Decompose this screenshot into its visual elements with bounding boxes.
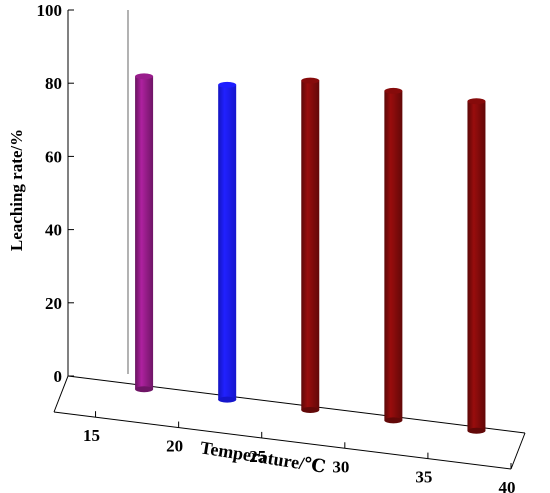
x-tick-label: 15 [83,426,100,445]
bar [218,81,237,403]
chart-tick-labels: 0 20 40 60 80 100 15 20 25 30 35 40 [37,1,516,493]
x-tick-label: 30 [332,457,349,476]
x-tick-label: 20 [166,437,183,456]
bar [135,73,154,393]
y-tick-label: 20 [45,294,62,313]
y-tick-label: 60 [45,147,62,166]
x-tick-label: 35 [415,468,432,487]
bar [384,87,403,424]
y-tick-label: 0 [54,367,63,386]
chart-axes [53,10,526,470]
y-tick-label: 80 [45,74,62,93]
bar [301,77,320,413]
bar [467,98,486,434]
y-tick-label: 40 [45,221,62,240]
chart-bars [135,73,486,434]
x-tick-label: 40 [499,478,516,493]
y-tick-label: 100 [37,1,63,20]
y-axis-label: Leaching rate/% [7,129,26,251]
x-tick-label: 25 [249,447,266,466]
